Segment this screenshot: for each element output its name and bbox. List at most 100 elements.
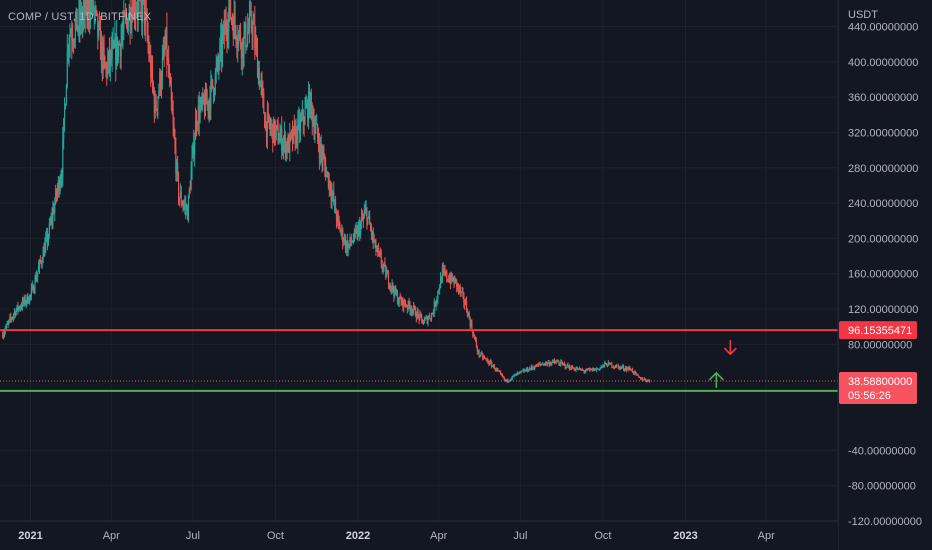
candle-body <box>499 371 501 373</box>
candle-body <box>477 351 479 353</box>
candle-body <box>42 250 44 263</box>
candle-body <box>443 269 445 271</box>
candle-body <box>314 129 316 134</box>
candle-body <box>352 241 354 243</box>
candle-body <box>177 162 179 175</box>
candle-body <box>542 363 544 365</box>
candle-body <box>436 298 438 303</box>
candle-body <box>380 255 382 265</box>
candle-body <box>275 125 277 129</box>
candle-body <box>495 368 497 370</box>
candle-body <box>30 288 32 295</box>
candle-body <box>483 357 486 359</box>
resistance-price-tag[interactable] <box>839 321 917 340</box>
candle-body <box>210 80 212 110</box>
candle-body <box>648 379 650 381</box>
candle-body <box>527 370 530 372</box>
candle-body <box>119 44 121 57</box>
candle-body <box>454 278 456 285</box>
candle-body <box>460 291 462 293</box>
candle-body <box>623 369 626 371</box>
candle-body <box>383 263 385 266</box>
candle-body <box>45 238 47 245</box>
candle-body <box>37 271 39 277</box>
horizontal-levels[interactable] <box>0 329 838 392</box>
candle-body <box>72 40 74 43</box>
candle-body <box>395 287 397 294</box>
candle-body <box>282 140 285 147</box>
candle-body <box>417 311 419 315</box>
candle-body <box>457 284 459 288</box>
candle-body <box>607 362 609 366</box>
candle-body <box>241 38 243 59</box>
current-price-tag[interactable] <box>839 371 917 404</box>
candle-body <box>500 372 502 374</box>
candle-body <box>423 319 425 324</box>
candle-body <box>312 120 314 123</box>
candle-body <box>10 317 12 319</box>
candle-body <box>584 371 586 373</box>
candle-body <box>518 372 520 374</box>
candle-body <box>605 362 607 364</box>
candle-body <box>318 145 320 158</box>
candle-body <box>227 31 229 35</box>
candle-body <box>240 45 242 59</box>
candle-body <box>51 216 53 220</box>
candle-body <box>154 100 156 114</box>
candle-body <box>286 142 288 152</box>
candle-body <box>177 174 180 201</box>
candle-body <box>320 143 322 153</box>
candle-body <box>257 69 259 79</box>
time-axis[interactable]: 2021 Apr Jul Oct 2022 Apr Jul Oct 2023 Apr <box>0 520 838 550</box>
candle-body <box>399 296 401 300</box>
candle-body <box>62 138 64 178</box>
candle-body <box>79 8 81 25</box>
candle-body <box>219 44 221 65</box>
candle-body <box>552 360 554 363</box>
candle-body <box>361 217 363 224</box>
candle-body <box>86 0 88 15</box>
candle-body <box>262 86 264 94</box>
candle-body <box>613 366 615 368</box>
candle-body <box>296 127 298 143</box>
candle-body <box>486 359 488 361</box>
candle-body <box>612 367 614 369</box>
candle-body <box>244 23 246 34</box>
time-tick-label: Oct <box>594 530 611 542</box>
candle-body <box>55 190 58 196</box>
candle-body <box>481 352 483 355</box>
candle-body <box>18 307 20 310</box>
candle-body <box>431 313 433 319</box>
candle-body <box>476 346 478 352</box>
candle-body <box>31 285 33 289</box>
candle-body <box>529 368 531 370</box>
candle-body <box>205 90 207 105</box>
candle-body <box>579 368 582 371</box>
candle-body <box>569 365 571 369</box>
candle-body <box>236 40 238 46</box>
candle-body <box>96 10 98 14</box>
time-tick-label: 2023 <box>673 530 697 542</box>
candle-body <box>398 296 400 303</box>
candle-body <box>368 216 370 218</box>
candle-body <box>80 9 82 25</box>
candle-body <box>412 310 414 313</box>
candle-body <box>238 32 240 44</box>
candle-body <box>377 248 379 252</box>
candle-body <box>534 367 536 369</box>
price-tick-label: 120.00000000 <box>848 304 918 316</box>
candle-body <box>625 367 627 371</box>
candle-body <box>414 307 416 317</box>
candle-body <box>487 360 489 364</box>
candle-body <box>424 318 426 320</box>
candle-body <box>619 366 621 369</box>
candle-body <box>447 279 449 281</box>
price-tick-label: -80.00000000 <box>848 481 916 493</box>
candle-body <box>590 368 592 370</box>
candle-body <box>214 72 216 92</box>
candle-body <box>561 361 563 363</box>
candle-body <box>642 379 644 381</box>
candle-body <box>81 9 83 25</box>
